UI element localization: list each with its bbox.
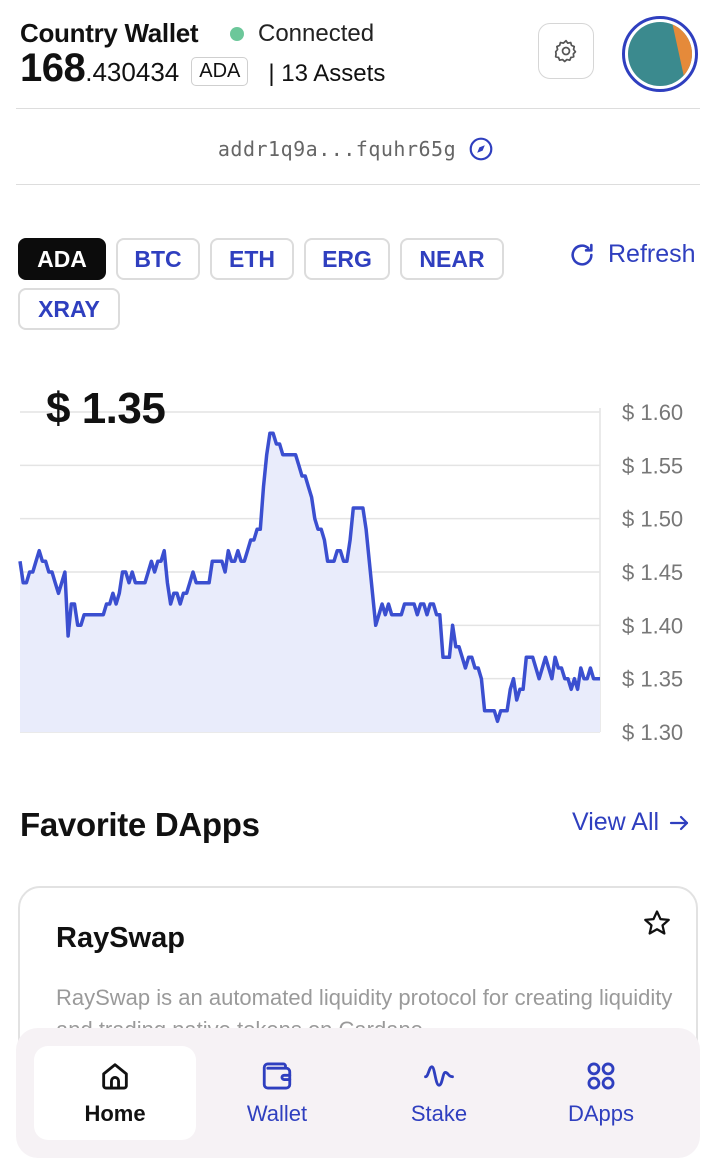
view-all-link[interactable]: View All (572, 808, 691, 837)
nav-label: Wallet (246, 1101, 308, 1126)
view-all-label: View All (572, 808, 660, 836)
nav-label: Home (84, 1101, 146, 1126)
pulse-icon (424, 1065, 454, 1087)
dapp-title: RaySwap (56, 922, 185, 954)
nav-home[interactable]: Home (34, 1046, 196, 1140)
refresh-label: Refresh (608, 240, 696, 268)
status-label: Connected (258, 20, 375, 47)
price-area (20, 433, 600, 732)
nav-wallet[interactable]: Wallet (196, 1046, 358, 1140)
settings-button[interactable] (538, 23, 594, 79)
connection-status: Connected (230, 20, 374, 48)
avatar[interactable] (622, 16, 698, 92)
section-title: Favorite DApps (20, 806, 260, 843)
wallet-address[interactable]: addr1q9a...fquhr65g (0, 136, 712, 162)
price-line (18, 431, 600, 724)
status-dot (230, 27, 244, 41)
wallet-header: Country Wallet Connected 168 .430434 ADA… (20, 16, 700, 96)
refresh-button[interactable]: Refresh (568, 240, 696, 269)
y-tick-label: $ 1.30 (622, 720, 683, 745)
balance-integer: 168 (20, 46, 86, 90)
y-tick-label: $ 1.60 (622, 400, 683, 425)
y-tick-label: $ 1.40 (622, 613, 683, 638)
current-price: $ 1.35 (46, 384, 166, 433)
tab-erg[interactable]: ERG (304, 238, 390, 280)
wallet-name: Country Wallet (20, 18, 199, 48)
balance-decimal: .430434 (85, 57, 180, 87)
star-icon[interactable] (642, 908, 672, 938)
tab-near[interactable]: NEAR (400, 238, 504, 280)
grid-icon (587, 1062, 615, 1090)
y-tick-label: $ 1.50 (622, 507, 683, 532)
nav-label: Stake (410, 1101, 468, 1126)
tab-ada[interactable]: ADA (18, 238, 106, 280)
nav-label: DApps (567, 1101, 635, 1126)
y-tick-label: $ 1.55 (622, 453, 683, 478)
home-icon (102, 1063, 128, 1090)
divider (16, 108, 700, 109)
arrow-right-icon (669, 815, 689, 830)
gear-icon (554, 39, 577, 63)
nav-stake[interactable]: Stake (358, 1046, 520, 1140)
tab-btc[interactable]: BTC (116, 238, 200, 280)
asset-count: | 13 Assets (268, 60, 386, 87)
tab-xray[interactable]: XRAY (18, 288, 120, 330)
balance-row: 168 .430434 ADA | 13 Assets (20, 46, 385, 91)
refresh-icon (571, 243, 593, 266)
price-chart: $ 1.60 $ 1.55 $ 1.50 $ 1.45 $ 1.40 $ 1.35 $ 1.… (18, 400, 683, 745)
compass-icon[interactable] (468, 136, 494, 162)
nav-dapps[interactable]: DApps (520, 1046, 682, 1140)
divider (16, 184, 700, 185)
y-tick-label: $ 1.45 (622, 560, 683, 585)
address-text: addr1q9a...fquhr65g (217, 137, 457, 161)
unit-badge: ADA (191, 57, 249, 86)
y-tick-label: $ 1.35 (622, 667, 683, 692)
tab-eth[interactable]: ETH (210, 238, 294, 280)
wallet-icon (262, 1062, 292, 1090)
avatar-image (628, 22, 692, 86)
bottom-nav: Home Wallet Stake DApps (16, 1028, 700, 1158)
